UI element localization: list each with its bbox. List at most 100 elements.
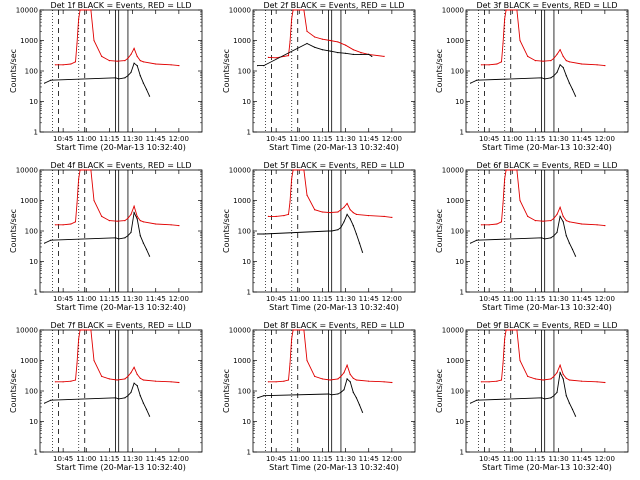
lld-series-line-point bbox=[292, 329, 294, 331]
events-series-line-point bbox=[115, 237, 117, 239]
events-series-line-point bbox=[337, 52, 339, 54]
lld-series-line-point bbox=[292, 169, 294, 171]
x-tick-label: 10:45 bbox=[479, 295, 499, 303]
chart-svg-2: Det 2f BLACK = Events, RED = LLD 1 10 100 10… bbox=[222, 1, 416, 152]
y-tick-label: 1000 bbox=[20, 37, 38, 45]
lld-series-line-point bbox=[78, 338, 80, 340]
x-tick-label: 11:00 bbox=[502, 135, 522, 143]
lld-series-line bbox=[481, 169, 605, 227]
lld-series-line-point bbox=[178, 65, 180, 67]
lld-series-line-point bbox=[516, 329, 518, 331]
lld-series-line-point bbox=[337, 41, 339, 43]
events-series-line bbox=[470, 215, 576, 257]
lld-series-line-point bbox=[133, 47, 135, 50]
events-series-line-point bbox=[568, 82, 570, 84]
lld-series-line-point bbox=[519, 39, 521, 42]
x-tick-label: 12:00 bbox=[595, 135, 615, 143]
lld-series-line-point bbox=[321, 211, 323, 213]
x-tick-label: 11:15 bbox=[525, 455, 545, 463]
lld-series-line-point bbox=[562, 373, 564, 375]
lld-series-line-point bbox=[368, 215, 370, 217]
plot-frame bbox=[39, 329, 203, 453]
chart-svg-7: Det 7f BLACK = Events, RED = LLD 1 10 100 10… bbox=[9, 321, 203, 472]
events-series-line-point bbox=[130, 71, 132, 73]
y-tick-label: 1000 bbox=[20, 197, 38, 205]
events-series-line-point bbox=[553, 395, 555, 397]
events-series-line-point bbox=[553, 75, 555, 77]
events-series-line-point bbox=[544, 238, 546, 240]
y-tick-label: 10 bbox=[242, 418, 251, 426]
x-axis-label: Start Time (20-Mar-13 10:32:40) bbox=[269, 463, 399, 472]
lld-series-line-point bbox=[510, 9, 512, 11]
y-tick-label: 1 bbox=[460, 129, 464, 137]
lld-series-line-point bbox=[527, 375, 529, 377]
lld-series-line-point bbox=[76, 42, 78, 45]
events-series-line-point bbox=[476, 239, 478, 241]
x-axis-label: Start Time (20-Mar-13 10:32:40) bbox=[56, 303, 186, 312]
lld-series-line-point bbox=[368, 380, 370, 382]
x-tick-label: 11:30 bbox=[548, 295, 568, 303]
lld-series-line-point bbox=[287, 379, 290, 381]
plot-frame bbox=[252, 9, 416, 133]
plot-frame bbox=[465, 329, 629, 453]
lld-series-line-point bbox=[287, 55, 290, 57]
lld-series-line-point bbox=[142, 61, 144, 63]
lld-series-line-point bbox=[556, 372, 558, 374]
lld-series-line-point bbox=[349, 209, 351, 211]
x-tick-label: 11:30 bbox=[548, 135, 568, 143]
x-tick-label: 11:00 bbox=[502, 455, 522, 463]
chart-title: Det 1f BLACK = Events, RED = LLD bbox=[50, 1, 191, 10]
lld-series-line-point bbox=[133, 366, 135, 368]
x-tick-label: 11:15 bbox=[99, 135, 119, 143]
chart-title: Det 4f BLACK = Events, RED = LLD bbox=[50, 161, 191, 170]
chart-panel-1: Det 1f BLACK = Events, RED = LLD 1 10 100 10… bbox=[0, 0, 213, 160]
lld-series-line-point bbox=[62, 381, 64, 383]
lld-series-line-point bbox=[542, 379, 544, 381]
events-series-line-point bbox=[142, 242, 144, 244]
lld-series-line bbox=[481, 9, 605, 67]
lld-series-line-point bbox=[93, 359, 95, 362]
lld-series-line-point bbox=[510, 169, 512, 171]
events-series-line-point bbox=[559, 64, 561, 66]
lld-series-line bbox=[268, 329, 392, 383]
lld-series-line-point bbox=[314, 36, 316, 38]
events-series-line-point bbox=[44, 242, 46, 244]
chart-title: Det 9f BLACK = Events, RED = LLD bbox=[476, 321, 617, 330]
events-series-line bbox=[44, 382, 150, 417]
x-tick-label: 11:45 bbox=[146, 455, 166, 463]
x-tick-label: 10:45 bbox=[53, 295, 73, 303]
events-series-line-point bbox=[133, 212, 135, 214]
lld-series-line-point bbox=[101, 55, 103, 58]
events-series-line-point bbox=[550, 77, 552, 79]
events-series-line-point bbox=[130, 231, 132, 233]
lld-series-line-point bbox=[78, 178, 80, 180]
lld-series-line-point bbox=[345, 44, 347, 46]
y-axis-label: Counts/sec bbox=[435, 209, 444, 253]
events-series-line-point bbox=[263, 233, 265, 235]
events-series-line-point bbox=[44, 82, 46, 84]
lld-series-line-point bbox=[178, 381, 180, 384]
y-tick-label: 10 bbox=[29, 418, 38, 426]
lld-series-line-point bbox=[130, 53, 132, 56]
chart-panel-2: Det 2f BLACK = Events, RED = LLD 1 10 100 10… bbox=[213, 0, 426, 160]
chart-svg-4: Det 4f BLACK = Events, RED = LLD 1 10 100 10… bbox=[9, 161, 203, 312]
events-series-line-point bbox=[142, 82, 144, 84]
y-tick-label: 10000 bbox=[442, 327, 464, 335]
events-series-line-point bbox=[139, 395, 141, 397]
lld-series-line-point bbox=[124, 60, 126, 62]
lld-series-line bbox=[268, 169, 392, 218]
lld-series-line-point bbox=[510, 329, 512, 331]
lld-series-line-point bbox=[502, 362, 504, 365]
x-tick-label: 12:00 bbox=[382, 135, 402, 143]
x-tick-label: 11:30 bbox=[122, 135, 142, 143]
lld-series-line-point bbox=[502, 42, 504, 45]
y-axis-label: Counts/sec bbox=[222, 49, 231, 93]
lld-series-line-point bbox=[505, 329, 507, 331]
lld-series-line-point bbox=[568, 221, 570, 223]
lld-series-line-point bbox=[136, 55, 138, 58]
plot-frame bbox=[39, 9, 203, 133]
lld-series-line-point bbox=[136, 373, 138, 375]
chart-panel-5: Det 5f BLACK = Events, RED = LLD 1 10 100 10… bbox=[213, 160, 426, 320]
lld-series-line-point bbox=[505, 9, 507, 11]
x-tick-label: 10:45 bbox=[479, 135, 499, 143]
